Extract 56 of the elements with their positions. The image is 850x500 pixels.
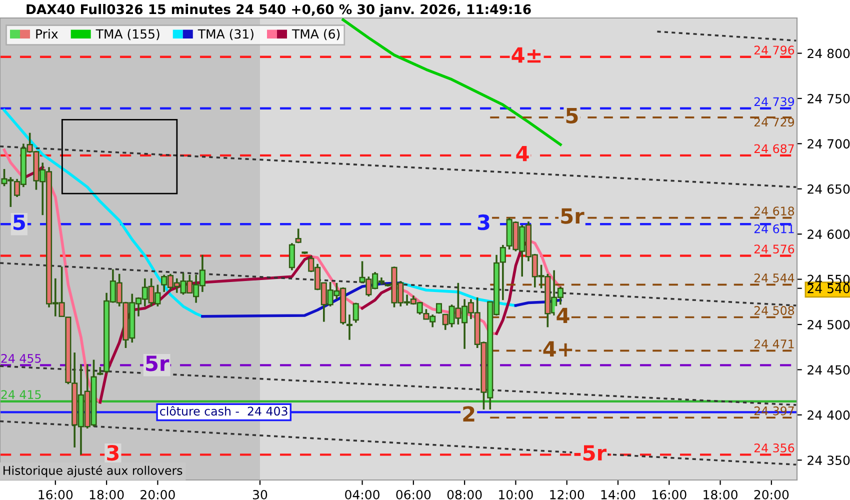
annotation: 4 [556,308,570,324]
y-tick-label: 24 700 [808,139,850,149]
annotation: 5 [566,108,578,124]
chart-title: DAX40 Full0326 15 minutes 24 540 +0,60 % 30 janv. 2026, 11:49:16 [26,4,531,17]
y-tick-label: 24 400 [808,410,850,420]
annotation: 5r [561,208,584,224]
x-tick-label: 04:00 [345,490,380,500]
annotation: 24 796 [754,46,794,55]
annotation: 3 [478,214,490,230]
y-tick-label: 24 450 [808,365,850,375]
annotation: 24 576 [754,244,794,254]
y-tick-label: 24 600 [808,230,850,240]
annotation: 5r [146,356,170,372]
annotation: 24 508 [754,306,794,315]
annotation: Historique ajusté aux rollovers [4,465,182,478]
legend-label: TMA (6) [292,29,340,40]
y-tick-label: 24 500 [808,320,850,330]
annotation: 24 356 [754,443,794,452]
x-tick-label: 08:00 [447,490,482,500]
x-tick-label: 10:00 [499,490,533,500]
annotation: 24 729 [754,118,794,127]
y-tick-label: 24 650 [808,184,850,194]
annotation: 5 [14,214,25,230]
x-tick-label: 18:00 [90,490,124,500]
annotation: 24 471 [754,339,794,348]
annotation: 24 415 [1,390,41,400]
annotation: 24 739 [754,97,794,106]
x-tick-label: 14:00 [601,490,636,500]
y-tick-label: 24 800 [808,48,850,58]
legend-label: TMA (155) [96,29,160,40]
x-tick-label: 16:00 [38,490,73,500]
annotation: 24 544 [754,273,794,282]
y-tick-label: 24 350 [808,456,850,466]
x-tick-label: 30 [252,490,268,500]
annotation: 24 397 [754,406,794,416]
legend-label: Prix [36,29,58,38]
x-tick-label: 20:00 [140,490,175,500]
annotation: 24 618 [754,206,794,216]
annotation: 2 [463,406,474,422]
x-tick-label: 18:00 [704,490,738,500]
annotation: 3 [107,444,119,461]
y-tick-label: 24 750 [808,94,850,104]
annotation: 4 [516,146,529,162]
legend-label: TMA (31) [198,29,254,40]
x-tick-label: 20:00 [754,490,789,500]
ref-line-label: clôture cash - 24 403 [160,406,288,416]
annotation: 4+ [543,341,572,356]
y-tick-label: 24 540 [808,284,850,294]
x-tick-label: 06:00 [396,490,431,500]
x-tick-label: 12:00 [550,490,584,500]
annotation: 24 611 [754,224,794,234]
annotation: 24 455 [1,354,41,363]
x-tick-label: 16:00 [652,490,686,500]
annotation: -5r [574,445,607,461]
annotation: 24 687 [754,144,794,154]
annotation: 4± [512,47,541,63]
